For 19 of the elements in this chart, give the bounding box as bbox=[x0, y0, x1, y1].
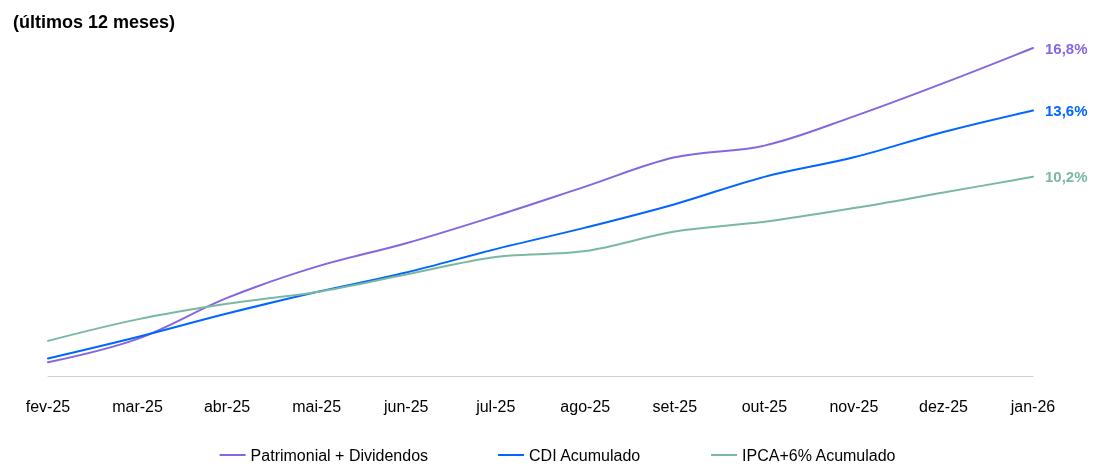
x-tick-label: ago-25 bbox=[560, 397, 611, 415]
chart-title: (últimos 12 meses) bbox=[13, 12, 176, 32]
data-label: 13,6% bbox=[1045, 101, 1088, 119]
x-tick-label: out-25 bbox=[741, 397, 788, 415]
x-tick-label: mar-25 bbox=[112, 397, 163, 415]
x-tick-label: jan-26 bbox=[1009, 397, 1056, 415]
data-label: 16,8% bbox=[1045, 39, 1088, 57]
x-tick-label: nov-25 bbox=[829, 397, 879, 415]
x-tick-label: abr-25 bbox=[203, 397, 251, 415]
legend-label: CDI Acumulado bbox=[529, 446, 641, 464]
x-tick-label: mai-25 bbox=[292, 397, 342, 415]
x-tick-label: dez-25 bbox=[918, 397, 969, 415]
x-tick-label: set-25 bbox=[652, 397, 698, 415]
x-tick-label: jun-25 bbox=[382, 397, 429, 415]
data-label: 10,2% bbox=[1045, 168, 1088, 186]
x-tick-label: jul-25 bbox=[475, 397, 516, 415]
legend-label: IPCA+6% Acumulado bbox=[742, 446, 896, 464]
legend-label: Patrimonial + Dividendos bbox=[250, 446, 429, 464]
x-tick-label: fev-25 bbox=[25, 397, 71, 415]
